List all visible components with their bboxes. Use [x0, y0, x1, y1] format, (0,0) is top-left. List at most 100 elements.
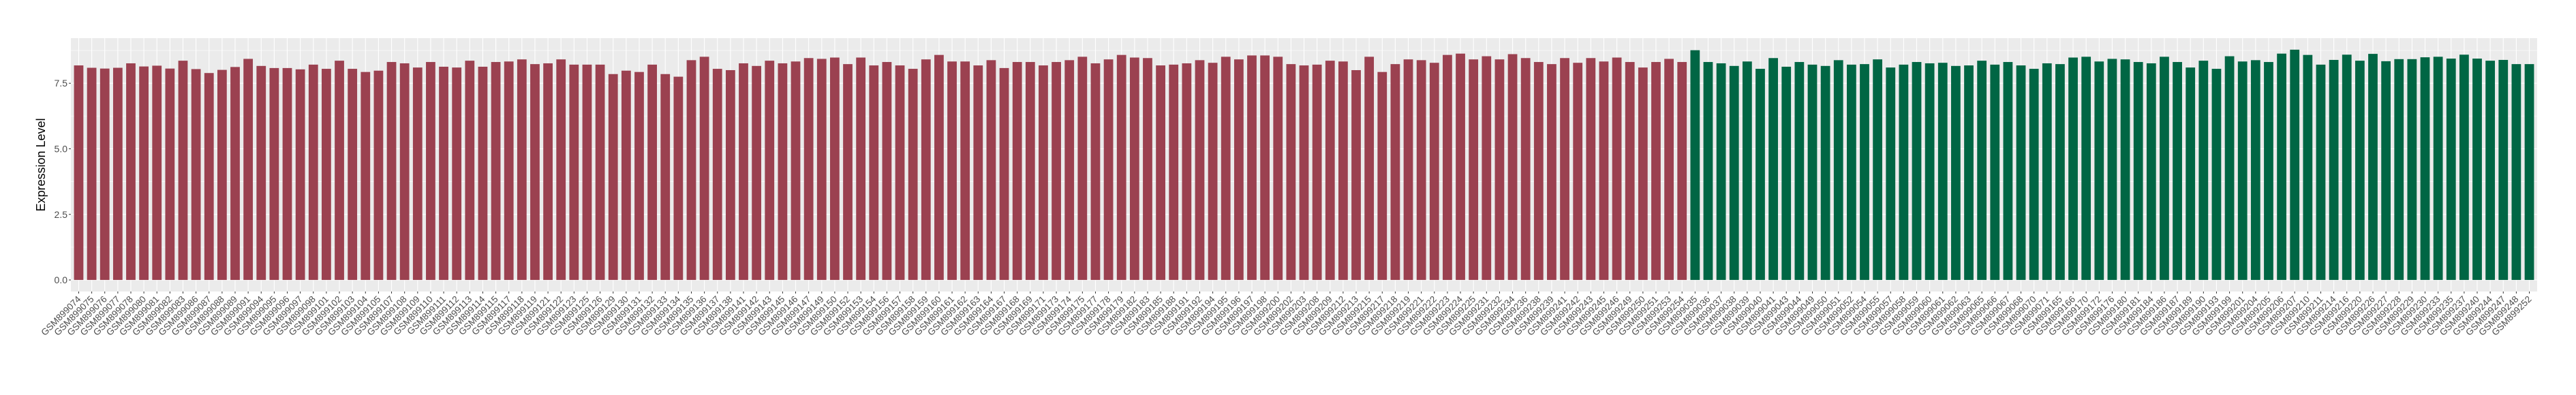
x-axis: GSM899074GSM899075GSM899076GSM899077GSM8…: [39, 291, 2534, 338]
bar-GSM899098: [308, 64, 318, 281]
bar-GSM899238: [1533, 62, 1544, 281]
bar-GSM899075: [87, 67, 97, 281]
bar-GSM899054: [1860, 64, 1869, 281]
bar-GSM899154: [869, 65, 879, 281]
bar-GSM899239: [1547, 64, 1557, 281]
bar-GSM899201: [2237, 61, 2248, 281]
bar-GSM899189: [2186, 67, 2196, 281]
bar-GSM899113: [465, 61, 475, 281]
bar-GSM899040: [1755, 69, 1765, 281]
bar-GSM899121: [543, 63, 553, 281]
bar-GSM899241: [1560, 58, 1569, 281]
bar-GSM899188: [1169, 64, 1179, 281]
bar-GSM899247: [2498, 59, 2509, 281]
bar-GSM899245: [1599, 61, 1609, 281]
bar-GSM899232: [1494, 59, 1505, 281]
bar-GSM899160: [934, 54, 944, 281]
bar-GSM899062: [1951, 65, 1961, 281]
bar-GSM899192: [1195, 60, 1205, 281]
bar-GSM899236: [1520, 58, 1531, 281]
bar-GSM899224: [1456, 53, 1465, 281]
bar-GSM899087: [204, 73, 214, 281]
bar-GSM899156: [882, 62, 892, 281]
bar-GSM899242: [1573, 63, 1583, 281]
bar-GSM899089: [230, 67, 240, 281]
bar-GSM899166: [2068, 57, 2078, 281]
bar-GSM899115: [491, 62, 501, 281]
bar-GSM899146: [791, 61, 801, 281]
bar-GSM899145: [778, 63, 788, 281]
bar-GSM899114: [478, 66, 488, 281]
bars: [74, 49, 2534, 281]
bar-GSM899061: [1937, 63, 1948, 281]
bar-GSM899220: [2355, 61, 2365, 281]
bar-GSM899049: [1807, 64, 1818, 281]
bar-GSM899122: [556, 59, 566, 281]
bar-GSM899109: [412, 67, 423, 281]
bar-GSM899169: [1025, 62, 1035, 281]
bar-GSM899071: [2042, 63, 2052, 281]
bar-GSM899104: [361, 72, 371, 281]
bar-GSM899080: [139, 66, 149, 281]
bar-GSM899228: [2394, 59, 2404, 281]
bar-GSM899180: [2120, 59, 2130, 281]
bar-GSM899251: [1651, 62, 1661, 281]
bar-GSM899198: [1260, 55, 1270, 281]
bar-GSM899137: [712, 69, 722, 281]
bar-GSM899221: [1416, 60, 1426, 281]
bar-GSM899222: [1429, 63, 1439, 281]
bar-GSM899057: [1886, 67, 1896, 281]
bar-GSM899112: [452, 67, 462, 281]
bar-GSM899230: [2420, 57, 2430, 281]
bar-GSM899181: [2133, 62, 2143, 281]
bar-GSM899254: [1677, 62, 1687, 281]
bar-GSM899237: [2459, 54, 2469, 281]
bar-GSM899082: [165, 68, 175, 281]
bar-GSM899218: [1390, 64, 1400, 281]
bar-GSM899249: [1625, 62, 1635, 281]
bar-GSM899126: [595, 64, 605, 281]
bar-GSM899138: [725, 69, 735, 281]
bar-GSM899250: [1638, 67, 1648, 281]
bar-GSM899190: [2198, 61, 2209, 281]
bar-GSM899129: [608, 74, 618, 281]
bar-GSM899063: [1964, 65, 1974, 281]
bar-GSM899051: [1833, 60, 1843, 281]
bar-GSM899050: [1820, 65, 1830, 281]
bar-GSM899102: [335, 61, 344, 281]
bar-GSM899200: [1273, 57, 1283, 281]
y-axis-title: Expression Level: [34, 118, 48, 211]
bar-GSM899105: [373, 70, 384, 281]
bar-GSM899253: [1664, 59, 1674, 281]
bar-GSM899252: [2524, 64, 2534, 281]
bar-GSM899125: [582, 64, 592, 281]
bar-GSM899217: [1377, 72, 1387, 281]
bar-GSM899110: [426, 62, 435, 281]
bar-GSM899070: [2029, 69, 2039, 281]
bar-GSM899142: [752, 65, 762, 281]
bar-GSM899244: [2485, 61, 2496, 281]
bar-GSM899163: [973, 65, 983, 281]
y-tick-label: 0.0: [55, 274, 68, 285]
bar-GSM899059: [1912, 62, 1922, 281]
bar-GSM899159: [921, 59, 931, 281]
bar-GSM899203: [1299, 65, 1309, 281]
bar-GSM899131: [634, 72, 644, 281]
bar-GSM899240: [2472, 59, 2482, 281]
bar-GSM899191: [1182, 63, 1192, 281]
bar-GSM899162: [960, 61, 970, 281]
bar-GSM899164: [986, 60, 996, 281]
bar-GSM899213: [1351, 69, 1361, 281]
bar-GSM899178: [1103, 59, 1114, 281]
bar-GSM899231: [1482, 56, 1492, 281]
bar-GSM899225: [1469, 59, 1479, 281]
bar-GSM899065: [1977, 61, 1987, 281]
bar-GSM899195: [1221, 57, 1231, 281]
bar-GSM899039: [1742, 61, 1752, 281]
bar-GSM899091: [243, 59, 254, 281]
bar-GSM899186: [2160, 57, 2169, 281]
bar-GSM899097: [295, 69, 305, 281]
bar-GSM899143: [765, 61, 775, 281]
bar-GSM899096: [282, 67, 292, 281]
bar-GSM899055: [1873, 59, 1883, 281]
